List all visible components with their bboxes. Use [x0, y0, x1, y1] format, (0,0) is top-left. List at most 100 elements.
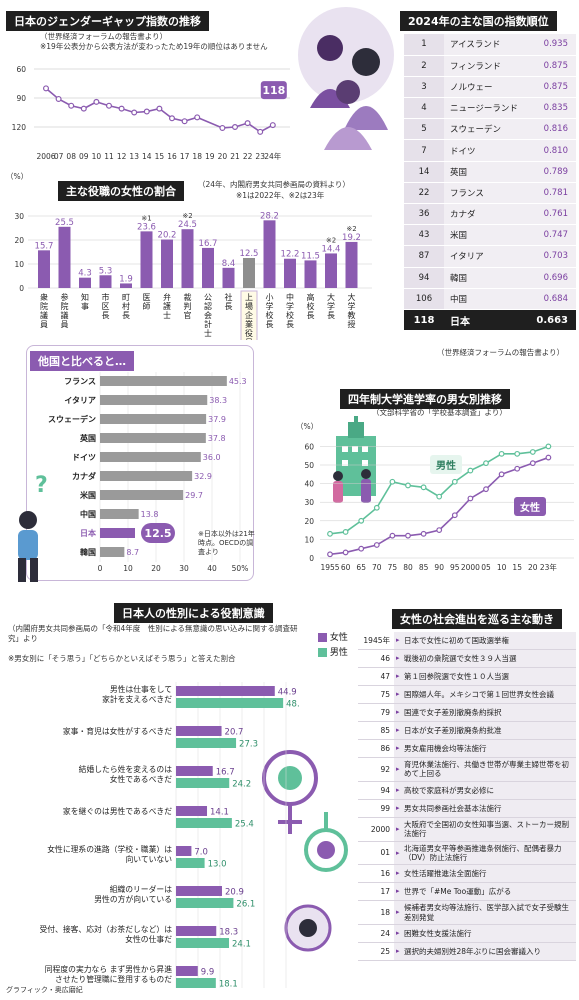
- university-point: [327, 551, 333, 558]
- role-bar: [243, 258, 255, 288]
- role-label-char: 医: [143, 293, 151, 302]
- role-bar: [345, 241, 358, 288]
- x-tick-label: 75: [388, 563, 398, 572]
- awareness-bar: [176, 806, 208, 816]
- roles-source: （24年、内閣府男女共同参画局の資料より）: [198, 180, 350, 189]
- ranking-source: （世界経済フォーラムの報告書より）: [437, 348, 565, 357]
- awareness-chart: 01020304050%男性は仕事をして家計を支えるべきだ44.948.7家事・…: [39, 682, 300, 988]
- role-label-char: 長: [286, 320, 294, 329]
- history-row: 86 男女雇用機会均等法施行: [358, 740, 576, 758]
- compare-title: 他国と比べると…: [30, 350, 134, 371]
- gap-point: [131, 109, 138, 116]
- awareness-label: 家計を支えるべきだ: [102, 694, 172, 704]
- ranking-row: 94 韓国 0.696: [404, 267, 576, 289]
- history-year: 86: [380, 744, 390, 753]
- history-event: 第１回参院選で女性１０人当選: [394, 668, 576, 685]
- history-row: 79 国連で女子差別撤廃条約採択: [358, 704, 576, 722]
- role-bar: [38, 250, 50, 288]
- role-label-char: 校: [286, 310, 294, 320]
- role-bar: [99, 275, 112, 288]
- ranking-row: 5 スウェーデン 0.816: [404, 118, 576, 141]
- history-event: 国際婦人年。メキシコで第１回世界女性会議: [394, 686, 576, 703]
- highlight-box: [260, 81, 287, 100]
- history-event: 女性活躍推進法全面施行: [394, 865, 576, 883]
- awareness-bar: [176, 978, 216, 988]
- history-row: 47 第１回参院選で女性１０人当選: [358, 668, 576, 686]
- compare-value: 45.3: [229, 377, 247, 386]
- ranking-rank: 94: [404, 267, 444, 289]
- awareness-value: 44.9: [278, 688, 297, 698]
- university-point: [358, 545, 365, 552]
- compare-value: 29.7: [185, 491, 203, 500]
- compare-bar: [100, 471, 193, 481]
- compare-label: カナダ: [72, 471, 96, 481]
- x-tick-label: 05: [481, 563, 491, 572]
- university-point: [498, 450, 505, 457]
- history-event: 大阪府で全国初の女性知事当選、ストーカー規制法施行: [394, 817, 576, 841]
- role-label-char: 員: [61, 320, 69, 329]
- history-year: 16: [380, 869, 390, 879]
- x-tick-label: 23: [255, 152, 265, 161]
- role-label-char: 中: [286, 292, 294, 302]
- history-year: 18: [380, 908, 390, 918]
- y-tick-label: 20: [304, 517, 314, 526]
- history-row: 18 候補者男女均等法施行、医学部入試で女子受験生差別発覚: [358, 901, 576, 925]
- ranking-value: 0.696: [529, 267, 576, 289]
- gap-point: [55, 95, 62, 102]
- ranking-row: 7 ドイツ 0.810: [404, 139, 576, 162]
- history-row: 99 男女共同参画社会基本法施行: [358, 799, 576, 818]
- people-illustration: [298, 7, 394, 150]
- compare-value: 37.9: [208, 415, 226, 424]
- gap-point: [194, 114, 201, 121]
- university-point: [483, 486, 489, 493]
- role-bar-value: 28.2: [260, 211, 279, 221]
- ranking-rank: 106: [404, 288, 444, 310]
- history-year: 85: [380, 726, 390, 735]
- compare-bar: [100, 376, 227, 386]
- x-tick-label: 10: [123, 564, 133, 573]
- role-label-char: 士: [163, 310, 171, 320]
- x-tick-label: 10: [497, 563, 507, 572]
- history-row: 75 国際婦人年。メキシコで第１回世界女性会議: [358, 686, 576, 704]
- x-tick-label: 95: [450, 563, 460, 572]
- woman-illustration: ?: [18, 473, 48, 582]
- university-point: [342, 549, 349, 556]
- role-label-char: 士: [204, 328, 212, 338]
- ranking-rank: 43: [404, 224, 444, 247]
- awareness-value: 7.0: [194, 848, 208, 858]
- role-label-char: 授: [348, 319, 356, 329]
- history-row: 85 日本が女子差別撤廃条約批准: [358, 722, 576, 740]
- history-event: 北海道男女平等参画推進条例施行、配偶者暴力（DV）防止法施行: [394, 841, 576, 865]
- compare-bar: [100, 395, 208, 405]
- compare-value: 8.7: [126, 548, 139, 557]
- awareness-label: 家を継ぐのは男性であるべきだ: [63, 806, 172, 816]
- y-tick-label: 90: [16, 94, 26, 103]
- awareness-value: 18.3: [219, 928, 238, 938]
- roles-unit: （%）: [6, 172, 29, 181]
- role-label-char: 社: [225, 292, 233, 302]
- compare-value: 32.9: [194, 472, 212, 481]
- role-label-char: 町: [122, 293, 130, 302]
- role-bar: [304, 260, 317, 288]
- gap-point: [181, 118, 188, 125]
- university-point: [467, 467, 474, 474]
- y-tick-label: 30: [304, 498, 314, 507]
- role-bar: [79, 277, 91, 288]
- history-event: 男女共同参画社会基本法施行: [394, 799, 576, 817]
- ranking-value: 0.816: [529, 118, 576, 141]
- role-label-char: 官: [184, 310, 192, 320]
- history-year: 92: [380, 764, 390, 774]
- university-point: [451, 478, 458, 485]
- ranking-value: 0.781: [529, 182, 576, 205]
- gap-point: [80, 105, 87, 112]
- ranking-country: アイスランド: [444, 34, 530, 56]
- role-label-char: 参: [61, 292, 69, 302]
- x-tick-label: 40: [207, 564, 217, 573]
- role-label-char: 高: [307, 292, 315, 302]
- gap-point: [169, 115, 176, 122]
- university-point: [327, 530, 333, 537]
- role-label-char: 小: [266, 293, 274, 302]
- gap-point: [118, 105, 125, 112]
- role-bar-value: 12.5: [240, 249, 259, 259]
- ranking-country: 中国: [444, 288, 530, 310]
